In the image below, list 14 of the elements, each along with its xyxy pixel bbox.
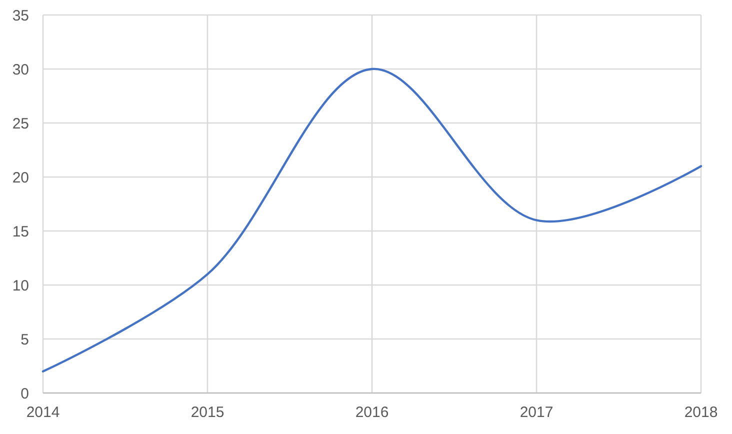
y-tick-label: 35 — [12, 7, 29, 24]
line-series — [42, 68, 702, 372]
x-tick-label: 2017 — [520, 404, 554, 421]
y-tick-label: 30 — [12, 61, 29, 78]
x-tick-label: 2015 — [190, 404, 224, 421]
y-tick-label: 20 — [12, 169, 29, 186]
y-tick-label: 15 — [12, 223, 29, 240]
x-tick-label: 2014 — [26, 404, 60, 421]
y-tick-label: 5 — [20, 331, 29, 348]
x-tick-label: 2016 — [355, 404, 389, 421]
x-tick-label: 2018 — [684, 404, 718, 421]
y-tick-label: 0 — [20, 385, 29, 402]
y-tick-label: 25 — [12, 115, 29, 132]
y-tick-label: 10 — [12, 277, 29, 294]
